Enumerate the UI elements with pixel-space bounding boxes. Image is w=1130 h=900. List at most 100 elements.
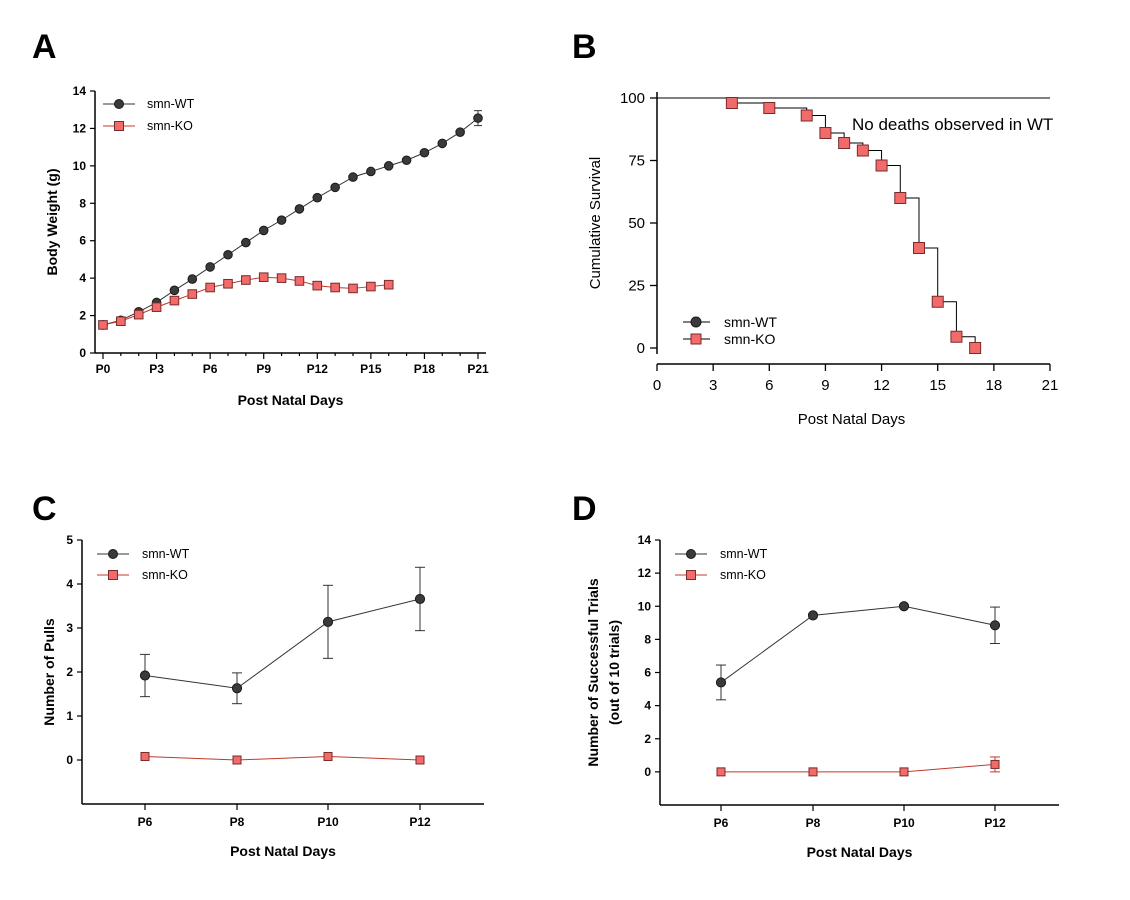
- a-data-point-smn-WT: [223, 249, 233, 260]
- a-data-point-smn-WT: [401, 155, 412, 166]
- b-data-point-smn-KO: [763, 102, 776, 114]
- c-data-point-smn-WT: [139, 670, 151, 681]
- b-data-point-smn-KO: [838, 137, 851, 149]
- a-x-tick-label: P15: [360, 362, 382, 376]
- c-y-tick-label: 5: [66, 533, 73, 547]
- d-x-tick-label: P12: [984, 816, 1006, 830]
- a-data-point-smn-KO: [366, 281, 376, 292]
- d-y-tick-label: 10: [638, 599, 652, 613]
- a-data-point-smn-WT: [294, 204, 305, 214]
- a-data-point-smn-WT: [241, 237, 251, 248]
- a-data-point-smn-KO: [98, 320, 108, 330]
- a-data-point-smn-KO: [348, 283, 358, 294]
- a-y-tick-label: 12: [73, 121, 87, 135]
- a-y-tick-label: 0: [79, 346, 86, 360]
- b-x-tick-label: 3: [709, 377, 717, 394]
- d-legend-marker: [686, 549, 696, 559]
- b-data-point-smn-KO: [725, 97, 738, 109]
- a-legend-marker: [114, 121, 124, 131]
- c-data-point-smn-WT: [414, 593, 426, 605]
- b-x-tick-label: 12: [873, 377, 890, 394]
- a-data-point-smn-KO: [116, 316, 126, 326]
- b-data-point-smn-KO: [800, 109, 813, 122]
- d-y-axis-subtitle: (out of 10 trials): [606, 620, 622, 725]
- a-legend-marker: [114, 99, 124, 109]
- panel-letter-b: B: [572, 28, 597, 66]
- d-legend-marker: [686, 570, 696, 580]
- d-series-line-smn-KO: [721, 763, 996, 773]
- a-data-point-smn-WT: [276, 215, 287, 225]
- a-x-tick-label: P18: [414, 362, 436, 376]
- c-legend-label: smn-KO: [142, 568, 188, 582]
- d-y-tick-label: 14: [638, 533, 652, 547]
- a-data-point-smn-WT: [455, 127, 465, 137]
- b-series-step-smn-KO: [657, 97, 976, 348]
- a-data-point-smn-KO: [330, 282, 340, 293]
- a-y-tick-label: 2: [79, 309, 86, 323]
- a-data-point-smn-KO: [187, 289, 198, 299]
- c-y-tick-label: 3: [66, 621, 73, 635]
- c-y-axis-title: Number of Pulls: [41, 618, 57, 726]
- b-data-point-smn-KO: [969, 342, 982, 354]
- b-data-point-smn-KO: [819, 127, 832, 139]
- a-data-point-smn-WT: [312, 192, 323, 203]
- d-data-point-smn-KO: [716, 767, 726, 777]
- a-y-tick-label: 14: [73, 84, 87, 98]
- d-x-axis-title: Post Natal Days: [807, 844, 913, 860]
- a-x-tick-label: P3: [149, 362, 164, 376]
- a-y-tick-label: 4: [79, 271, 86, 285]
- a-y-tick-label: 10: [73, 159, 87, 173]
- b-y-tick-label: 75: [628, 153, 645, 170]
- c-data-point-smn-WT: [322, 616, 334, 627]
- b-data-point-smn-KO: [894, 192, 907, 204]
- a-data-point-smn-WT: [169, 285, 180, 296]
- a-data-point-smn-KO: [312, 280, 323, 291]
- c-data-point-smn-KO: [140, 751, 150, 761]
- d-x-tick-label: P6: [714, 816, 729, 830]
- d-x-tick-label: P10: [893, 816, 915, 830]
- b-x-tick-label: 18: [986, 377, 1003, 394]
- a-data-point-smn-KO: [294, 276, 305, 286]
- a-data-point-smn-KO: [276, 273, 287, 283]
- b-y-tick-label: 25: [628, 278, 645, 295]
- panel-letter-d: D: [572, 490, 597, 528]
- d-y-tick-label: 2: [644, 732, 651, 746]
- b-x-tick-label: 9: [821, 377, 829, 394]
- a-data-point-smn-KO: [133, 309, 144, 320]
- d-y-tick-label: 6: [644, 666, 651, 680]
- c-series-line-smn-KO: [144, 755, 421, 761]
- a-data-point-smn-KO: [258, 272, 269, 283]
- d-y-tick-label: 0: [644, 765, 651, 779]
- b-y-tick-label: 50: [628, 215, 645, 232]
- a-data-point-smn-WT: [366, 166, 376, 177]
- b-y-tick-label: 0: [637, 340, 645, 357]
- b-data-point-smn-KO: [875, 159, 888, 172]
- a-legend-label: smn-WT: [147, 97, 195, 111]
- b-annotation: No deaths observed in WT: [852, 115, 1053, 134]
- d-data-point-smn-WT: [989, 620, 1001, 631]
- a-x-axis-title: Post Natal Days: [238, 392, 344, 408]
- d-y-tick-label: 8: [644, 632, 651, 646]
- b-x-tick-label: 21: [1042, 377, 1059, 394]
- d-data-point-smn-WT: [807, 610, 819, 621]
- a-data-point-smn-KO: [383, 279, 394, 290]
- c-legend-marker: [108, 570, 118, 580]
- c-y-tick-label: 2: [66, 665, 73, 679]
- d-x-tick-label: P8: [806, 816, 821, 830]
- c-data-point-smn-KO: [323, 751, 333, 761]
- a-data-point-smn-KO: [241, 275, 251, 285]
- a-data-point-smn-KO: [169, 295, 180, 306]
- a-y-tick-label: 6: [79, 234, 86, 248]
- a-data-point-smn-KO: [151, 302, 162, 312]
- b-legend-marker: [690, 333, 702, 345]
- a-series-line-smn-WT: [102, 117, 479, 326]
- a-data-point-smn-WT: [383, 161, 394, 171]
- a-x-tick-label: P12: [307, 362, 329, 376]
- c-y-tick-label: 0: [66, 753, 73, 767]
- c-y-tick-label: 4: [66, 577, 73, 591]
- b-data-point-smn-KO: [913, 242, 925, 254]
- b-x-tick-label: 15: [929, 377, 946, 394]
- d-legend-label: smn-KO: [720, 568, 766, 582]
- a-data-point-smn-WT: [330, 182, 340, 193]
